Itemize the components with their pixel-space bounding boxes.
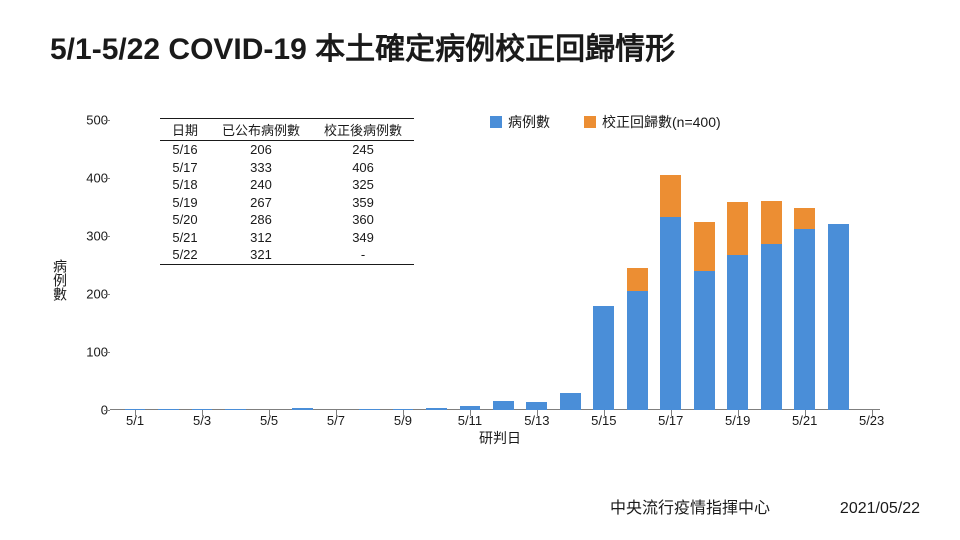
bar-segment	[593, 306, 614, 410]
bar-group	[225, 409, 246, 410]
bar-segment	[560, 393, 581, 410]
bar-segment	[727, 202, 748, 255]
bar-group	[526, 402, 547, 410]
bar-group	[660, 175, 681, 410]
bar-segment	[794, 208, 815, 229]
x-tick-mark	[805, 410, 806, 416]
x-tick-mark	[604, 410, 605, 416]
x-tick-mark	[202, 410, 203, 416]
bar-group	[593, 306, 614, 410]
x-tick-mark	[269, 410, 270, 416]
bar-segment	[627, 291, 648, 410]
bar-segment	[225, 409, 246, 410]
bar-segment	[158, 409, 179, 410]
y-tick-label: 0	[68, 403, 108, 418]
y-tick-label: 400	[68, 171, 108, 186]
page-title: 5/1-5/22 COVID-19 本土確定病例校正回歸情形	[50, 24, 675, 68]
x-tick-mark	[470, 410, 471, 416]
y-tick-label: 200	[68, 287, 108, 302]
bar-segment	[660, 217, 681, 410]
x-axis-label: 研判日	[479, 428, 521, 448]
bar-segment	[794, 229, 815, 410]
bar-segment	[828, 224, 849, 410]
bar-segment	[627, 268, 648, 291]
page-root: 5/1-5/22 COVID-19 本土確定病例校正回歸情形 病例數 校正回歸數…	[0, 0, 960, 540]
bar-group	[560, 393, 581, 410]
bar-group	[727, 202, 748, 410]
y-tick-mark	[104, 120, 110, 121]
bar-group	[794, 208, 815, 410]
chart-area: 病例數 01002003004005005/15/35/55/75/95/115…	[90, 110, 910, 450]
x-tick-mark	[135, 410, 136, 416]
footer-date: 2021/05/22	[840, 500, 920, 518]
y-tick-mark	[104, 294, 110, 295]
bar-group	[292, 408, 313, 410]
bar-segment	[493, 401, 514, 410]
bar-segment	[694, 271, 715, 410]
y-tick-label: 500	[68, 113, 108, 128]
bar-segment	[761, 244, 782, 410]
bar-group	[627, 268, 648, 410]
bar-group	[493, 401, 514, 410]
x-tick-mark	[738, 410, 739, 416]
bars-container	[110, 120, 880, 410]
x-tick-mark	[403, 410, 404, 416]
bar-segment	[761, 201, 782, 244]
y-tick-mark	[104, 178, 110, 179]
bar-group	[828, 224, 849, 410]
y-axis-label: 病例數	[50, 259, 70, 301]
x-tick-mark	[671, 410, 672, 416]
bar-segment	[426, 408, 447, 410]
x-tick-mark	[872, 410, 873, 416]
bar-group	[694, 222, 715, 411]
bar-segment	[292, 408, 313, 410]
plot-region: 01002003004005005/15/35/55/75/95/115/135…	[110, 120, 880, 410]
bar-segment	[660, 175, 681, 217]
bar-group	[359, 409, 380, 410]
y-tick-label: 300	[68, 229, 108, 244]
footer-org: 中央流行疫情指揮中心	[610, 494, 770, 518]
bar-segment	[727, 255, 748, 410]
bar-group	[426, 408, 447, 410]
y-tick-mark	[104, 410, 110, 411]
y-tick-mark	[104, 236, 110, 237]
bar-group	[761, 201, 782, 410]
x-tick-mark	[336, 410, 337, 416]
bar-group	[158, 409, 179, 410]
bar-segment	[526, 402, 547, 410]
y-tick-label: 100	[68, 345, 108, 360]
bar-segment	[694, 222, 715, 271]
bar-segment	[359, 409, 380, 410]
x-tick-mark	[537, 410, 538, 416]
y-tick-mark	[104, 352, 110, 353]
